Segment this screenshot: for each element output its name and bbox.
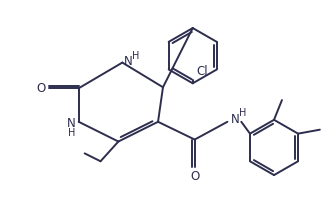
Text: N: N <box>124 55 133 68</box>
Text: H: H <box>68 128 76 138</box>
Text: H: H <box>239 108 247 118</box>
Text: O: O <box>190 170 199 183</box>
Text: H: H <box>132 51 140 61</box>
Text: O: O <box>36 82 46 95</box>
Text: N: N <box>231 113 239 126</box>
Text: Cl: Cl <box>197 65 208 78</box>
Text: N: N <box>67 117 76 130</box>
